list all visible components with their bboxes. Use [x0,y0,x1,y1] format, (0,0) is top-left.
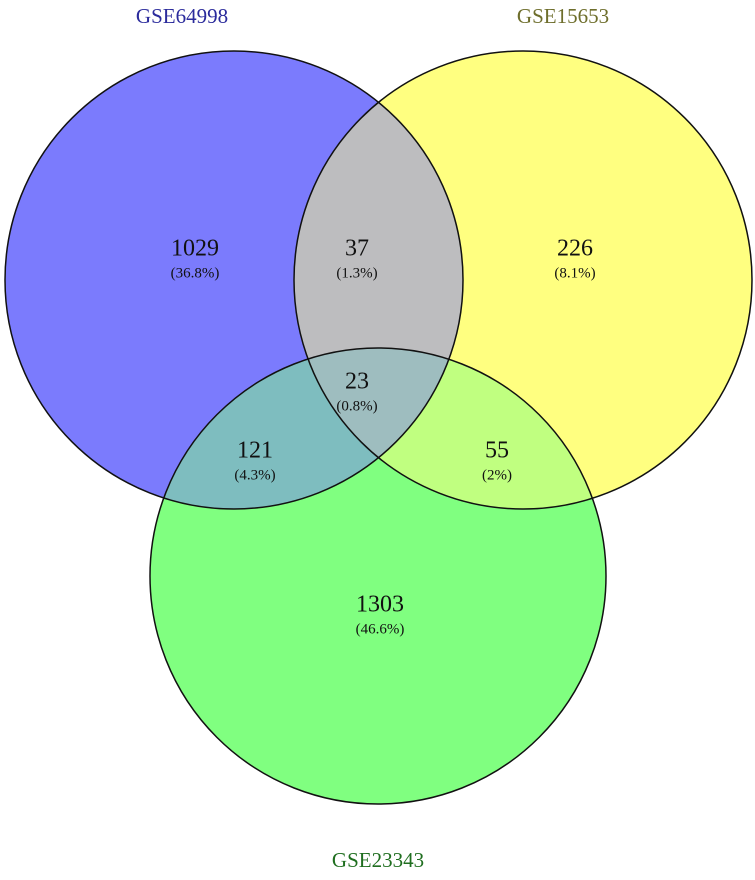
region-percent: (8.1%) [554,265,595,281]
set-circle-blend [5,51,463,509]
blend-layer [5,51,752,804]
region-percent: (2%) [482,467,512,483]
region-percent: (46.6%) [356,621,405,637]
region-count: 37 [345,236,369,262]
region-percent: (1.3%) [336,265,377,281]
set-name: GSE23343 [332,848,424,872]
region-count: 121 [237,438,273,464]
region-count: 1029 [171,236,219,262]
region-percent: (4.3%) [234,467,275,483]
outline-layer [4,50,753,805]
set-outline [4,50,464,510]
set-outline [293,50,753,510]
region-count: 226 [557,236,593,262]
region-count: 1303 [356,592,404,618]
label-layer: GSE64998 GSE15653 GSE23343 1029 (36.8%) 37 (1.… [136,4,609,872]
set-outline [149,347,607,805]
region-percent: (36.8%) [171,265,220,281]
region-count: 23 [345,369,369,395]
set-name: GSE15653 [517,4,609,28]
set-name: GSE64998 [136,4,228,28]
region-count: 55 [485,438,509,464]
region-percent: (0.8%) [336,398,377,414]
